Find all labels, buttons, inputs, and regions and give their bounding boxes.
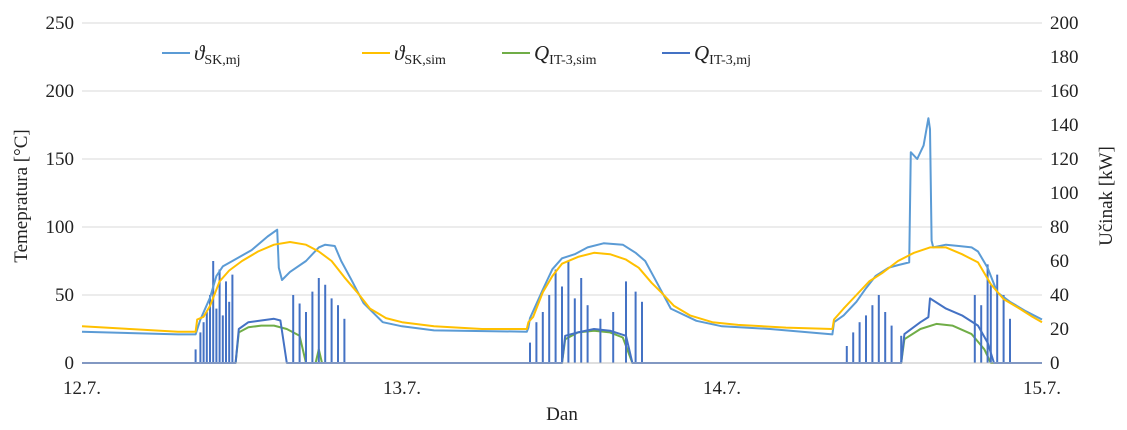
x-tick-label: 12.7.: [63, 378, 101, 399]
y-axis-right-ticks: 0 20 40 60 80 100 120 140 160 180 200: [1050, 13, 1079, 374]
y2-tick-label: 20: [1050, 319, 1069, 340]
y2-tick-label: 160: [1050, 81, 1079, 102]
y-tick-label: 200: [46, 81, 75, 102]
y2-tick-label: 0: [1050, 353, 1060, 374]
x-axis-title: Dan: [546, 404, 578, 425]
y-axis-right-title: Učinak [kW]: [1096, 146, 1117, 246]
legend-label: QIT-3,sim: [534, 41, 597, 68]
y2-tick-label: 60: [1050, 251, 1069, 272]
series-layer: [81, 117, 1043, 364]
y-axis-left-title: Temepratura [°C]: [11, 129, 32, 262]
y-tick-label: 0: [65, 353, 75, 374]
legend-label: ϑSK,sim: [394, 41, 446, 68]
y2-tick-label: 80: [1050, 217, 1069, 238]
y2-tick-label: 200: [1050, 13, 1079, 34]
y2-tick-label: 140: [1050, 115, 1079, 136]
x-tick-label: 15.7.: [1023, 378, 1061, 399]
y2-tick-label: 120: [1050, 149, 1079, 170]
legend-label: ϑSK,mj: [194, 41, 241, 68]
y-tick-label: 250: [46, 13, 75, 34]
legend-label: QIT-3,mj: [694, 41, 751, 68]
y2-tick-label: 100: [1050, 183, 1079, 204]
x-tick-label: 14.7.: [703, 378, 741, 399]
legend: ϑSK,mj ϑSK,sim QIT-3,sim QIT-3,mj: [162, 41, 751, 68]
y-tick-label: 100: [46, 217, 75, 238]
y-tick-label: 50: [55, 285, 74, 306]
series-line-q-it-3-sim: [82, 322, 1042, 364]
y2-tick-label: 40: [1050, 285, 1069, 306]
y2-tick-label: 180: [1050, 47, 1079, 68]
series-line-theta-sk-sim: [81, 241, 1043, 333]
series-line-q-it-3-mj: [82, 297, 1042, 364]
y-axis-left-ticks: 0 50 100 150 200 250: [46, 13, 75, 374]
gridlines: [82, 22, 1042, 296]
series-line-theta-sk-mj: [81, 117, 1043, 336]
x-axis-ticks: 12.7. 13.7. 14.7. 15.7.: [63, 378, 1061, 399]
x-tick-label: 13.7.: [383, 378, 421, 399]
y-tick-label: 150: [46, 149, 75, 170]
